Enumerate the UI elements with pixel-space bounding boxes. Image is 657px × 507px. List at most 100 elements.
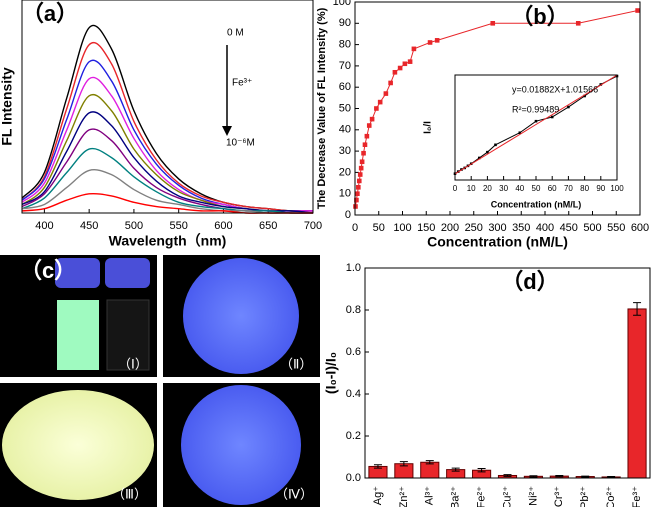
point xyxy=(354,197,359,203)
x-tick-label: Cu²⁺ xyxy=(501,486,513,507)
point xyxy=(366,123,372,128)
point xyxy=(356,185,361,190)
annotation: 10⁻⁶M xyxy=(226,138,255,149)
bar xyxy=(627,308,647,479)
x-axis-label: Wavelength（nm) xyxy=(109,233,227,249)
y-tick-label: 100 xyxy=(333,0,351,8)
point xyxy=(397,65,403,71)
bar xyxy=(420,461,440,479)
point xyxy=(364,133,370,139)
x-tick-label: Al³⁺ xyxy=(424,486,436,505)
point xyxy=(356,178,362,184)
point xyxy=(635,8,640,13)
point xyxy=(567,105,570,109)
photo-label: （Ⅲ） xyxy=(112,486,147,501)
x-tick-label: Ag⁺ xyxy=(372,486,384,505)
error-bar xyxy=(555,474,564,478)
point xyxy=(478,156,481,160)
error-bar xyxy=(503,474,512,477)
x-tick-label: Fe³⁺ xyxy=(631,486,643,507)
panel-label: （a） xyxy=(22,1,78,26)
point xyxy=(392,69,398,75)
x-tick-label: 450 xyxy=(80,220,98,232)
y-axis-label: (I₀-I)/I₀ xyxy=(323,352,339,394)
x-tick-label: Co²⁺ xyxy=(605,486,617,507)
y-tick-label: 0.6 xyxy=(346,346,361,358)
x-tick-label: 50 xyxy=(373,222,385,234)
disc xyxy=(181,385,301,505)
x-tick-label: 400 xyxy=(536,222,554,234)
photos: （c） （Ⅰ） （Ⅱ） （Ⅲ） （Ⅳ） xyxy=(0,255,320,507)
photo-label: （Ⅱ） xyxy=(280,356,312,371)
x-tick-label: 650 xyxy=(259,220,277,232)
y-axis-label: I₀/I xyxy=(423,121,434,134)
y-tick-label: 0.4 xyxy=(346,388,361,400)
y-tick-label: 1.0 xyxy=(346,262,361,274)
point xyxy=(411,46,417,52)
error-bar xyxy=(529,475,538,478)
vial xyxy=(57,300,99,370)
error-bar xyxy=(633,302,642,316)
x-tick-label: 30 xyxy=(499,184,508,193)
vial xyxy=(106,299,150,371)
annotation: Fe³⁺ xyxy=(232,78,252,89)
x-tick-label: 50 xyxy=(532,184,541,193)
point xyxy=(407,59,413,64)
point xyxy=(369,116,375,122)
x-tick-label: Ba²⁺ xyxy=(450,486,462,507)
x-tick-label: 40 xyxy=(515,184,524,193)
series-line xyxy=(21,147,314,214)
y-tick-label: 50 xyxy=(339,102,351,114)
x-tick-label: 500 xyxy=(125,220,143,232)
y-tick-label: 90 xyxy=(339,17,351,29)
point xyxy=(486,150,489,154)
x-tick-label: 70 xyxy=(564,184,573,193)
y-tick-label: 80 xyxy=(339,39,351,51)
point xyxy=(427,40,433,45)
panel-label: （d） xyxy=(501,269,558,294)
y-tick-label: 70 xyxy=(339,60,351,72)
x-tick-label: Ni²⁺ xyxy=(527,486,539,506)
x-tick-label: 20 xyxy=(483,184,492,193)
y-tick-label: 20 xyxy=(339,166,351,178)
point xyxy=(490,21,496,26)
point xyxy=(374,106,379,111)
y-tick-label: 0 xyxy=(345,209,351,221)
x-tick-label: 350 xyxy=(512,222,530,234)
point xyxy=(583,94,586,98)
x-tick-label: 450 xyxy=(560,222,578,234)
x-tick-label: 100 xyxy=(610,184,624,193)
error-bar xyxy=(399,461,408,467)
x-tick-label: Pb²⁺ xyxy=(579,486,591,507)
x-tick-label: 500 xyxy=(583,222,601,234)
error-bar xyxy=(581,475,590,478)
photo-label: （Ⅳ） xyxy=(275,486,313,501)
annotation: 0 M xyxy=(227,28,244,39)
point xyxy=(359,159,365,165)
x-tick-label: 300 xyxy=(488,222,506,234)
x-tick-label: Zn²⁺ xyxy=(398,486,410,507)
y-tick-label: 0.0 xyxy=(346,472,361,484)
x-tick-label: 0 xyxy=(352,222,358,234)
y-tick-label: 10 xyxy=(339,188,351,200)
series-line xyxy=(21,42,314,212)
x-tick-label: 550 xyxy=(170,220,188,232)
plot-frame xyxy=(364,267,651,479)
annotation: R²=0.99489 xyxy=(512,104,559,114)
point xyxy=(518,131,522,135)
plot-frame xyxy=(21,0,314,214)
point xyxy=(377,99,383,105)
point xyxy=(534,119,538,123)
point xyxy=(357,172,363,177)
error-bar xyxy=(477,468,486,473)
point xyxy=(550,115,554,119)
y-tick-label: 30 xyxy=(339,145,351,157)
x-tick-label: Fe²⁺ xyxy=(475,486,487,507)
panel-label: （c） xyxy=(20,258,76,283)
point xyxy=(402,61,408,67)
series-line xyxy=(21,24,314,212)
y-tick-label: 60 xyxy=(339,81,351,93)
y-tick-label: 0.2 xyxy=(346,430,361,442)
series-line xyxy=(454,74,618,175)
